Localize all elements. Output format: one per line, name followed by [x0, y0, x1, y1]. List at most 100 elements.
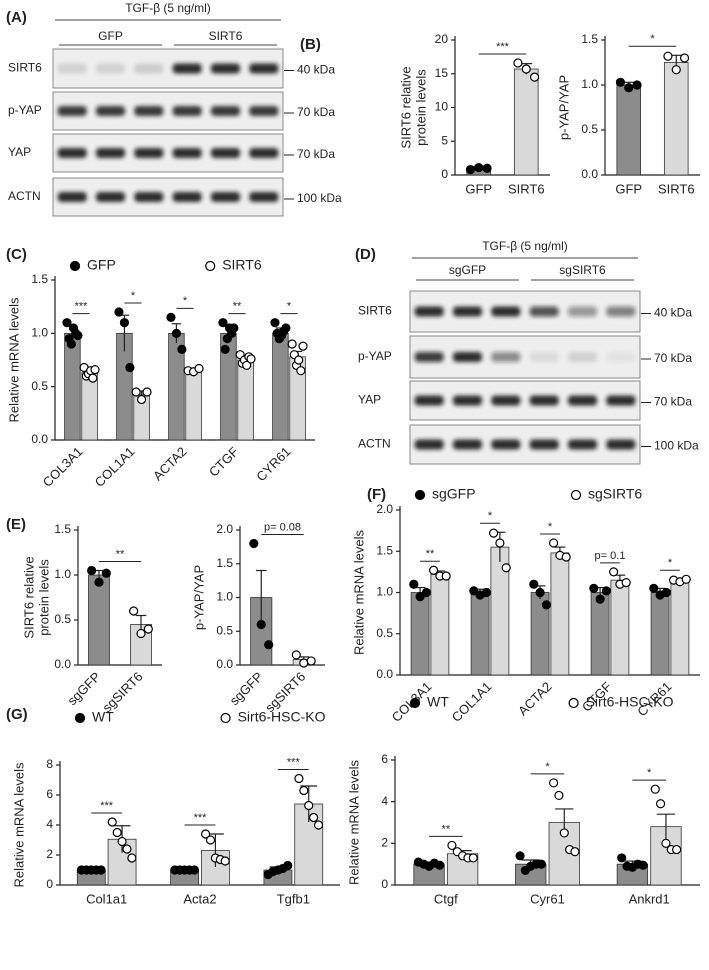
x-tick-label: Ankrd1	[629, 891, 670, 906]
y-tick-label: 0	[381, 877, 388, 891]
data-point	[621, 577, 631, 588]
data-point	[114, 307, 124, 317]
data-point	[304, 800, 314, 811]
data-point	[465, 165, 476, 175]
data-point	[283, 860, 293, 871]
data-point	[663, 51, 673, 61]
blot-band	[606, 352, 636, 362]
blot-band	[172, 106, 202, 116]
y-axis-label: SIRT6 relativeprotein levels	[399, 66, 429, 148]
blot-band	[414, 306, 444, 317]
blot-band	[172, 192, 202, 202]
blot-band	[414, 439, 444, 450]
data-point	[201, 829, 211, 839]
size-label: 70 kDa	[654, 395, 692, 409]
bar	[650, 592, 670, 676]
blot-band	[57, 63, 87, 74]
blot-band	[249, 106, 279, 116]
data-point	[468, 853, 478, 863]
y-axis-label-line: SIRT6 relative	[399, 66, 414, 148]
data-point	[107, 817, 117, 827]
blot-band	[95, 63, 126, 74]
y-tick-label: 8	[46, 757, 53, 771]
y-axis-label-line: protein levels	[414, 69, 429, 146]
y-tick-label: 4	[46, 817, 53, 831]
bar	[430, 573, 450, 676]
bar	[513, 68, 539, 176]
blot-strip	[409, 424, 641, 465]
data-point	[264, 640, 274, 650]
data-point	[608, 567, 619, 577]
significance-label: ***	[100, 800, 114, 812]
blot-band	[491, 439, 521, 450]
legend-label: sgGFP	[432, 486, 476, 502]
blot-band	[414, 352, 444, 362]
blot-band	[606, 306, 636, 317]
y-tick-label: 20	[435, 32, 449, 46]
significance-label: **	[116, 548, 125, 560]
data-point	[495, 538, 505, 548]
data-point	[650, 784, 660, 794]
protein-label: ACTN	[358, 437, 391, 451]
legend-marker	[414, 489, 426, 501]
data-point	[299, 658, 309, 668]
data-point	[101, 568, 111, 578]
legend-label: SIRT6	[222, 257, 262, 273]
data-point	[127, 853, 137, 863]
data-point	[617, 853, 627, 863]
blot-strip	[409, 380, 641, 421]
significance-label: **	[442, 823, 451, 835]
y-tick-label: 0.5	[54, 612, 71, 626]
data-point	[131, 387, 141, 397]
y-tick-label: 1.5	[31, 272, 48, 286]
y-axis-label: p-YAP/YAP	[556, 75, 571, 140]
bar	[64, 332, 81, 441]
size-label: 70 kDa	[654, 351, 692, 365]
data-point	[306, 656, 316, 666]
blot-band	[529, 352, 559, 362]
blot-band	[210, 63, 241, 74]
y-axis-label-line: SIRT6 relative	[22, 556, 37, 638]
panel-label: (D)	[355, 246, 376, 263]
blot-band	[567, 395, 598, 406]
data-point	[229, 323, 239, 333]
blot-band	[210, 106, 241, 116]
blot-strip	[409, 335, 641, 379]
x-tick-label: GFP	[615, 181, 642, 196]
blot-band	[134, 148, 164, 158]
significance-label: *	[647, 767, 652, 779]
y-tick-label: 6	[46, 787, 53, 801]
significance-label: *	[287, 301, 292, 313]
group-label: GFP	[98, 29, 123, 43]
bar	[550, 552, 570, 676]
blot-strip	[52, 48, 284, 89]
y-tick-label: 0.0	[216, 657, 233, 671]
data-point	[294, 773, 304, 784]
y-axis-label: Relative mRNA levels	[351, 530, 366, 655]
y-axis-label-line: protein levels	[37, 559, 52, 636]
data-point	[270, 318, 280, 328]
blot-band	[452, 352, 483, 362]
data-point	[513, 58, 523, 68]
data-point	[125, 362, 135, 373]
y-tick-label: 0.5	[376, 626, 393, 640]
significance-label: **	[426, 548, 435, 560]
data-point	[671, 65, 681, 75]
significance-label: *	[488, 510, 493, 522]
y-axis-label: Relative mRNA levels	[6, 297, 21, 422]
legend-label: Sirt6-HSC-KO	[586, 694, 674, 710]
data-point	[171, 328, 182, 338]
data-point	[656, 799, 666, 809]
blot-band	[452, 395, 483, 406]
data-point	[649, 583, 659, 593]
y-tick-label: 1.0	[54, 567, 71, 581]
y-tick-label: 0.5	[216, 623, 233, 637]
blot-band	[491, 352, 521, 362]
x-tick-label: Tgfb1	[277, 891, 310, 906]
y-tick-label: 0.0	[54, 657, 71, 671]
bar	[237, 359, 254, 441]
blot-band	[95, 106, 126, 116]
x-tick-label: sgGFP	[64, 669, 103, 708]
data-point	[561, 552, 571, 562]
data-point	[501, 563, 511, 573]
